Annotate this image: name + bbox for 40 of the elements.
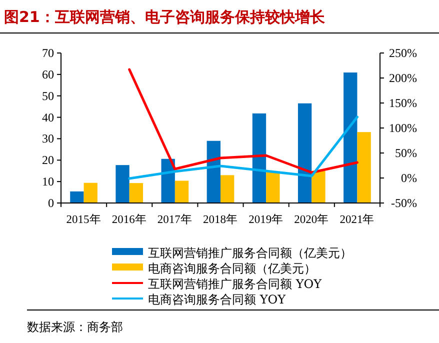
y-tick-label: 20 xyxy=(42,153,54,168)
x-tick-label: 2015年 xyxy=(66,213,102,226)
x-tick-label: 2021年 xyxy=(340,213,375,226)
y2-tick-label: -50% xyxy=(391,196,417,210)
y-tick-label: 0 xyxy=(48,196,54,210)
bar xyxy=(357,132,371,203)
x-tick-label: 2018年 xyxy=(203,213,238,226)
y-tick-label: 10 xyxy=(42,174,54,189)
bar xyxy=(129,183,144,203)
y2-tick-label: 50% xyxy=(395,146,417,160)
y2-tick-label: 0% xyxy=(401,171,417,185)
bar xyxy=(312,170,326,203)
bar xyxy=(220,175,234,203)
y2-tick-label: 250% xyxy=(389,46,417,60)
bar xyxy=(206,140,220,203)
bar xyxy=(174,180,189,203)
chart-title: 图21：互联网营销、电子咨询服务保持较快增长 xyxy=(4,8,326,26)
bar xyxy=(116,165,130,203)
x-tick-label: 2020年 xyxy=(294,213,330,226)
y-tick-label: 50 xyxy=(42,88,54,103)
x-tick-label: 2017年 xyxy=(157,213,192,226)
bar xyxy=(298,103,312,203)
x-tick-label: 2016年 xyxy=(112,213,147,226)
y-tick-label: 40 xyxy=(42,110,54,124)
bar xyxy=(252,113,266,203)
bar xyxy=(70,191,84,203)
y-tick-label: 30 xyxy=(42,132,54,146)
y2-tick-label: 150% xyxy=(389,96,417,110)
bar xyxy=(344,72,358,203)
x-tick-label: 2019年 xyxy=(248,213,284,226)
legend-label: 电商咨询服务合同额 YOY xyxy=(148,292,287,306)
y2-tick-label: 100% xyxy=(389,121,417,135)
source-note: 数据来源：商务部 xyxy=(27,320,123,334)
y2-tick-label: 200% xyxy=(389,71,417,85)
y-tick-label: 70 xyxy=(42,46,54,60)
legend-label: 电商咨询服务合同额（亿美元） xyxy=(148,262,316,276)
legend-label: 互联网营销推广服务合同额 YOY xyxy=(148,277,323,291)
bar xyxy=(266,172,280,203)
bar xyxy=(84,182,98,203)
y-tick-label: 60 xyxy=(42,67,54,82)
